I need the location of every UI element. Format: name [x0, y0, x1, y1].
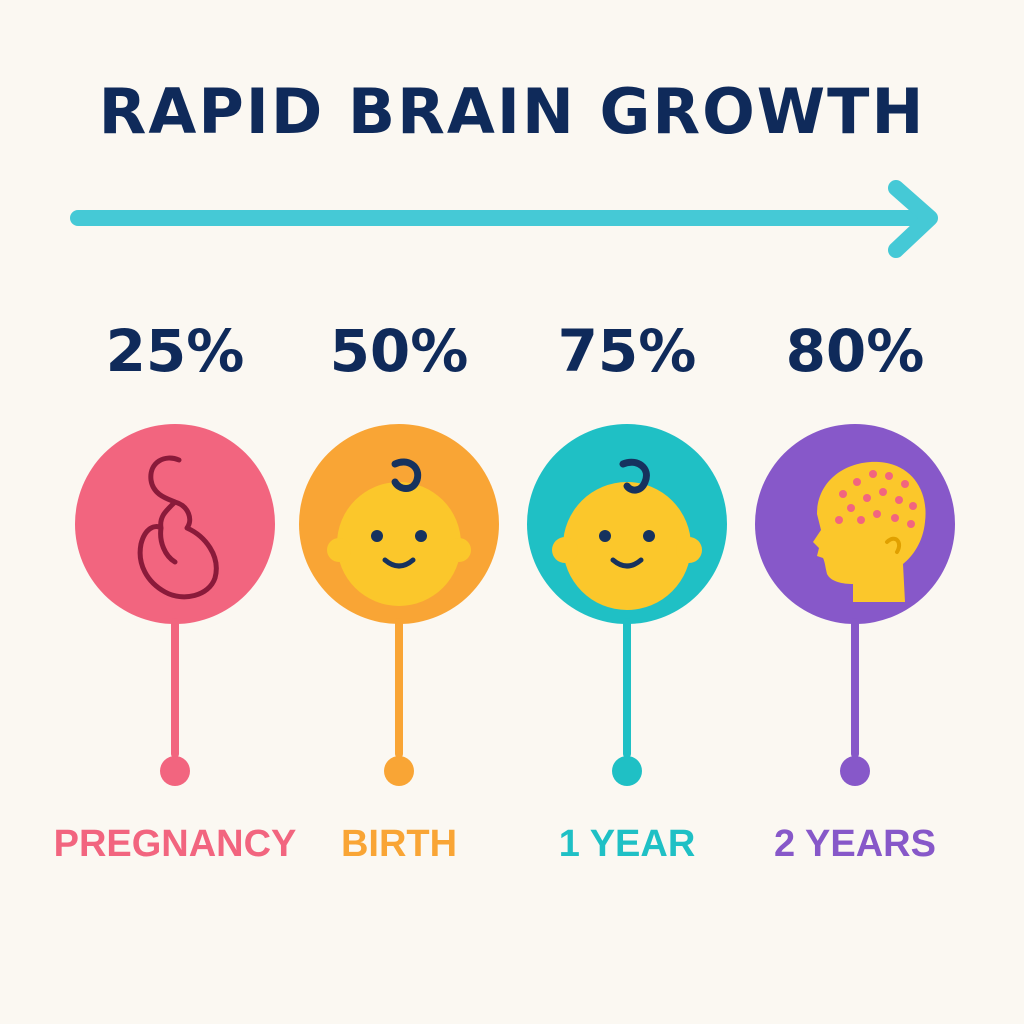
hair-curl — [619, 458, 650, 494]
face-shape — [563, 482, 691, 610]
stage-dot — [840, 756, 870, 786]
smile — [382, 557, 416, 569]
stage-label: PREGNANCY — [53, 823, 297, 865]
timeline-arrow-head — [888, 180, 938, 258]
stage-label: 1 YEAR — [558, 823, 696, 865]
left-eye — [599, 530, 611, 542]
stage-label: BIRTH — [340, 823, 458, 865]
stage-circle — [527, 424, 727, 624]
left-ear — [327, 538, 351, 562]
right-eye — [415, 530, 427, 542]
stage-dot — [384, 756, 414, 786]
baby-face-icon — [552, 458, 702, 610]
stage-stem — [623, 618, 631, 758]
stage-1-year: 75% 1 YEAR — [517, 0, 737, 1024]
right-eye — [643, 530, 655, 542]
stage-percent: 75% — [557, 317, 697, 385]
page-title: RAPID BRAIN GROWTH — [98, 75, 926, 148]
stage-2-years: 80% — [745, 0, 965, 1024]
stage-dot — [612, 756, 642, 786]
right-ear — [676, 537, 702, 563]
hair-curl — [391, 458, 422, 492]
child-brain-profile-icon — [813, 461, 926, 602]
stage-percent: 50% — [329, 317, 469, 385]
stage-pregnancy: 25% PREGNANCY — [54, 0, 297, 1024]
stage-circle — [299, 424, 499, 624]
face-shape — [337, 482, 461, 606]
left-eye — [371, 530, 383, 542]
pregnancy-icon — [137, 455, 219, 600]
stage-circle — [755, 424, 955, 624]
stage-stem — [851, 618, 859, 758]
smile — [610, 557, 644, 569]
newborn-face-icon — [327, 458, 471, 606]
ear-line — [885, 536, 902, 554]
stage-label: 2 YEARS — [774, 823, 936, 865]
stage-dot — [160, 756, 190, 786]
stage-stem — [395, 618, 403, 758]
stage-percent: 25% — [105, 317, 245, 385]
stage-circle — [75, 424, 275, 624]
brain-dots — [835, 470, 917, 528]
stage-percent: 80% — [785, 317, 925, 385]
stage-birth: 50% BIRTH — [289, 0, 509, 1024]
pregnancy-outline — [137, 455, 219, 600]
timeline-arrow-icon — [70, 180, 938, 258]
left-ear — [552, 537, 578, 563]
stage-stem — [171, 618, 179, 758]
right-ear — [447, 538, 471, 562]
